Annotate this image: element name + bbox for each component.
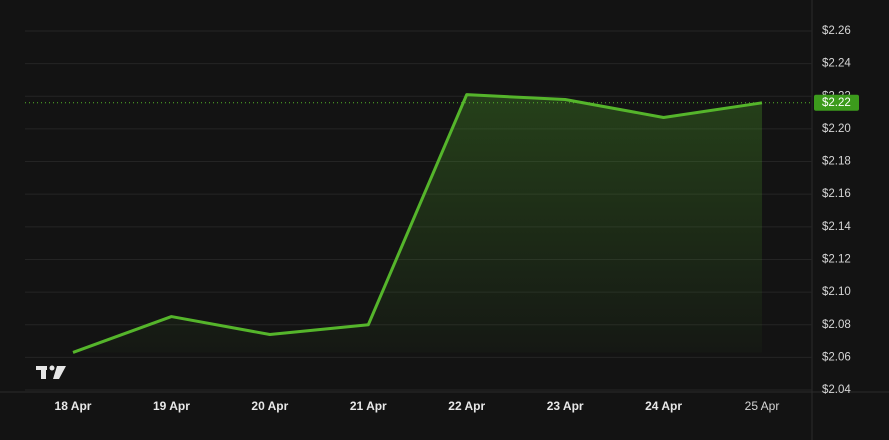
y-tick-label: $2.06 [822,351,851,363]
y-tick-label: $2.14 [822,221,851,233]
y-tick-label: $2.08 [822,319,851,331]
y-tick-label: $2.18 [822,156,851,168]
area-fill [73,94,763,353]
y-tick-label: $2.26 [822,25,851,37]
y-tick-label: $2.24 [822,58,851,70]
x-tick-label: 25 Apr [745,399,780,413]
x-tick-label: 19 Apr [153,399,190,413]
y-tick-label: $2.04 [822,384,851,396]
x-tick-label: 22 Apr [448,399,485,413]
x-tick-label: 20 Apr [251,399,288,413]
last-price-box [814,94,859,111]
x-tick-label: 24 Apr [645,399,682,413]
x-tick-label: 18 Apr [55,399,92,413]
y-tick-label: $2.10 [822,286,851,298]
y-tick-label: $2.20 [822,123,851,135]
price-line [72,93,763,354]
tradingview-logo [36,365,66,379]
y-tick-label: $2.16 [822,188,851,200]
y-tick-label: $2.12 [822,253,851,265]
x-tick-label: 23 Apr [547,399,584,413]
x-tick-label: 21 Apr [350,399,387,413]
last-price-label: $2.22 [822,97,851,109]
